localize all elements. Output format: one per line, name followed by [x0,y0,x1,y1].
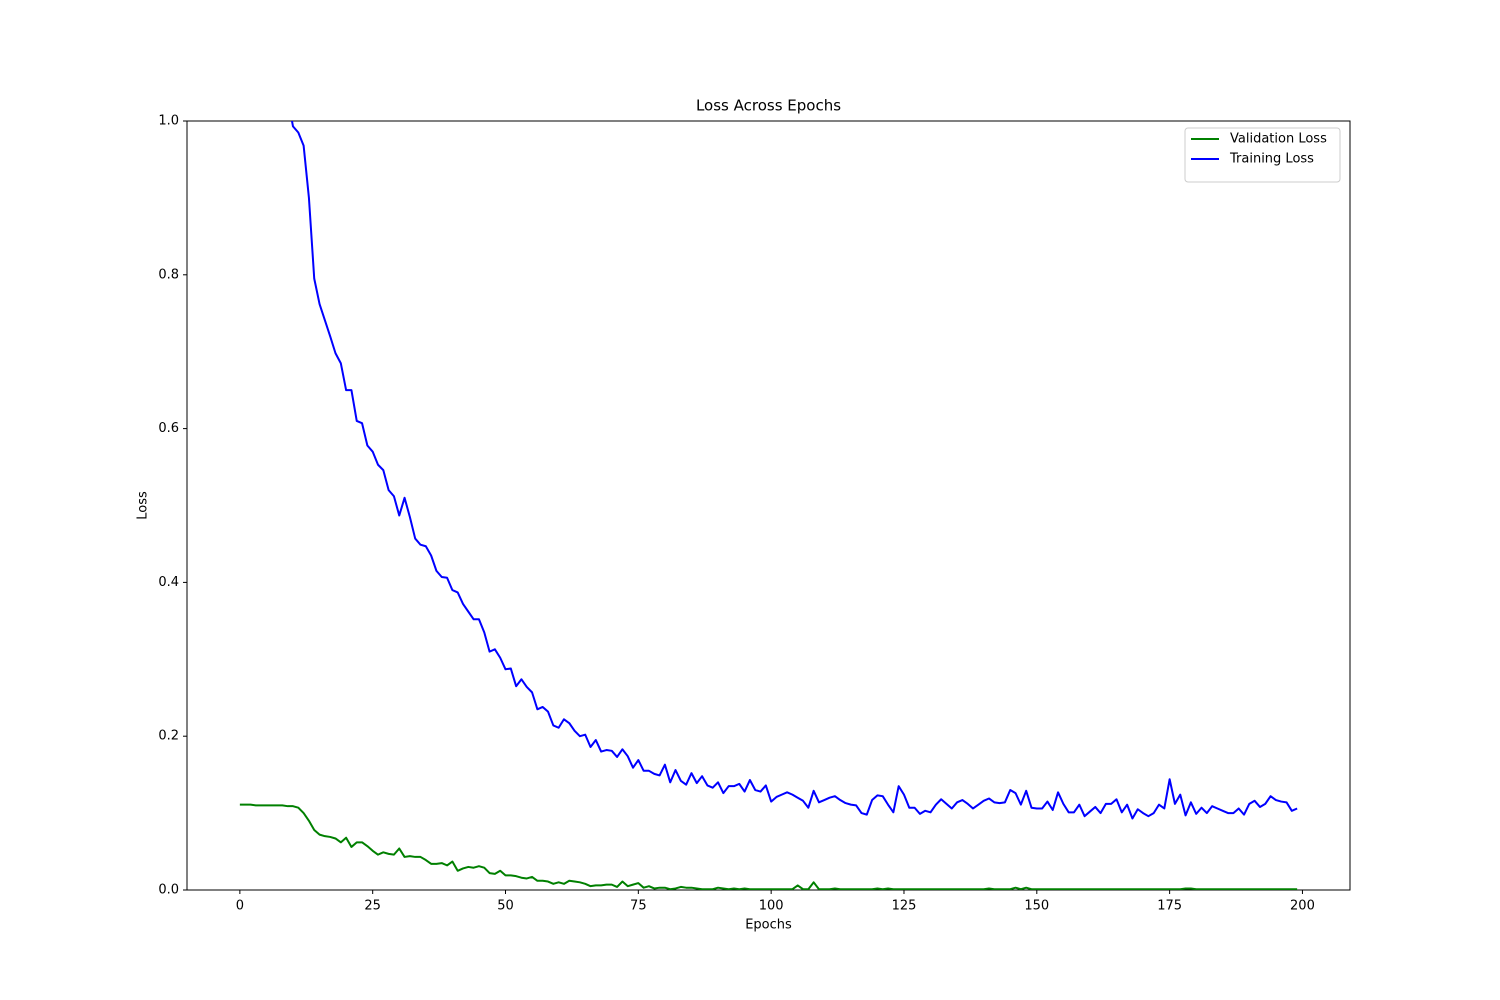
series-line [239,803,1298,890]
x-tick-label: 200 [1290,899,1315,914]
y-tick-label: 0.6 [158,421,179,436]
y-tick-label: 0.2 [158,729,179,744]
x-tick-label: 0 [236,899,244,914]
x-tick-label: 50 [497,899,514,914]
lines [239,121,1298,890]
x-tick-label: 125 [892,899,917,914]
y-tick-label: 0.4 [158,575,179,590]
y-axis-label: Loss [136,491,151,520]
legend-label: Training Loss [1229,152,1314,167]
y-tick-label: 0.8 [158,267,179,282]
x-tick-label: 25 [364,899,381,914]
x-tick-label: 75 [630,899,647,914]
y-tick-label: 1.0 [158,114,179,129]
x-axis-label: Epochs [745,918,792,933]
chart-title: Loss Across Epochs [696,97,841,115]
x-tick-label: 150 [1024,899,1049,914]
x-tick-label: 100 [759,899,784,914]
x-tick-label: 175 [1157,899,1182,914]
plot-area [186,120,1351,891]
legend-box [1184,127,1341,183]
series-line [290,121,1298,820]
legend-label: Validation Loss [1230,132,1327,147]
y-tick-label: 0.0 [158,883,179,898]
